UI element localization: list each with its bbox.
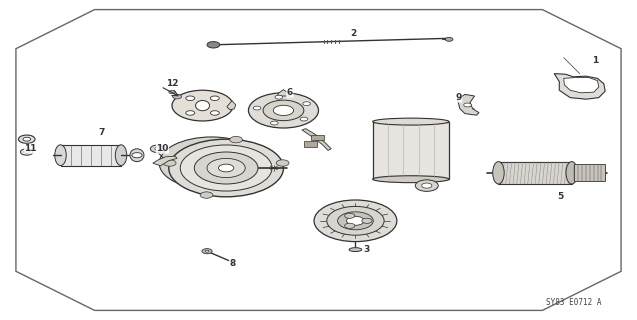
Text: 8: 8: [229, 260, 236, 268]
Bar: [373, 122, 449, 179]
Circle shape: [345, 223, 355, 228]
Circle shape: [275, 95, 283, 99]
Ellipse shape: [373, 118, 449, 125]
Circle shape: [445, 37, 453, 41]
Text: 6: 6: [287, 88, 293, 97]
Bar: [304, 141, 317, 147]
Polygon shape: [153, 156, 177, 166]
Circle shape: [172, 90, 233, 121]
Circle shape: [180, 145, 272, 191]
Ellipse shape: [566, 162, 577, 184]
Ellipse shape: [373, 176, 449, 183]
Circle shape: [155, 147, 161, 150]
Text: 11: 11: [24, 144, 37, 153]
Circle shape: [271, 121, 278, 125]
Polygon shape: [564, 77, 599, 93]
Circle shape: [210, 96, 219, 100]
Circle shape: [207, 158, 245, 178]
Circle shape: [345, 213, 355, 218]
Bar: [498, 162, 571, 184]
Bar: [573, 164, 605, 181]
Circle shape: [132, 153, 142, 158]
Circle shape: [186, 96, 195, 100]
Polygon shape: [457, 94, 479, 115]
Circle shape: [18, 135, 35, 143]
Circle shape: [422, 183, 432, 188]
Circle shape: [163, 160, 176, 166]
Circle shape: [300, 117, 308, 121]
Circle shape: [230, 136, 243, 143]
Text: 5: 5: [557, 192, 564, 201]
Text: 3: 3: [363, 245, 369, 254]
Circle shape: [273, 105, 294, 116]
Circle shape: [415, 180, 438, 191]
Ellipse shape: [130, 149, 144, 162]
Circle shape: [200, 192, 213, 198]
Text: 9: 9: [455, 93, 462, 102]
Circle shape: [24, 151, 29, 153]
Text: 10: 10: [156, 144, 169, 153]
Circle shape: [173, 94, 182, 99]
Circle shape: [150, 145, 166, 153]
Circle shape: [218, 164, 234, 172]
Circle shape: [210, 111, 219, 115]
Circle shape: [194, 152, 258, 184]
Circle shape: [20, 149, 33, 155]
Circle shape: [254, 106, 261, 110]
Circle shape: [248, 93, 318, 128]
Circle shape: [159, 137, 264, 189]
Ellipse shape: [196, 100, 210, 111]
Text: 2: 2: [350, 29, 357, 38]
Circle shape: [169, 139, 283, 197]
Circle shape: [207, 42, 220, 48]
Polygon shape: [277, 90, 290, 96]
Circle shape: [362, 218, 372, 223]
Ellipse shape: [55, 145, 66, 166]
Circle shape: [464, 103, 471, 107]
Ellipse shape: [349, 248, 362, 252]
Circle shape: [263, 100, 304, 121]
Circle shape: [23, 137, 31, 141]
Polygon shape: [227, 101, 236, 110]
Circle shape: [186, 111, 195, 115]
Circle shape: [314, 200, 397, 242]
Text: 7: 7: [99, 128, 105, 137]
Circle shape: [276, 160, 289, 166]
Circle shape: [169, 91, 175, 94]
Bar: [311, 135, 324, 140]
Circle shape: [202, 249, 212, 254]
Ellipse shape: [492, 162, 504, 184]
Circle shape: [327, 206, 384, 235]
Bar: [61, 145, 121, 166]
Circle shape: [205, 250, 209, 252]
Circle shape: [338, 212, 373, 230]
Circle shape: [347, 216, 364, 225]
Text: SY83 E0712 A: SY83 E0712 A: [547, 298, 602, 307]
Circle shape: [303, 102, 310, 106]
Text: 1: 1: [592, 56, 599, 65]
Text: 12: 12: [166, 79, 178, 88]
Polygon shape: [554, 74, 605, 99]
Polygon shape: [302, 129, 331, 150]
Ellipse shape: [115, 145, 127, 166]
